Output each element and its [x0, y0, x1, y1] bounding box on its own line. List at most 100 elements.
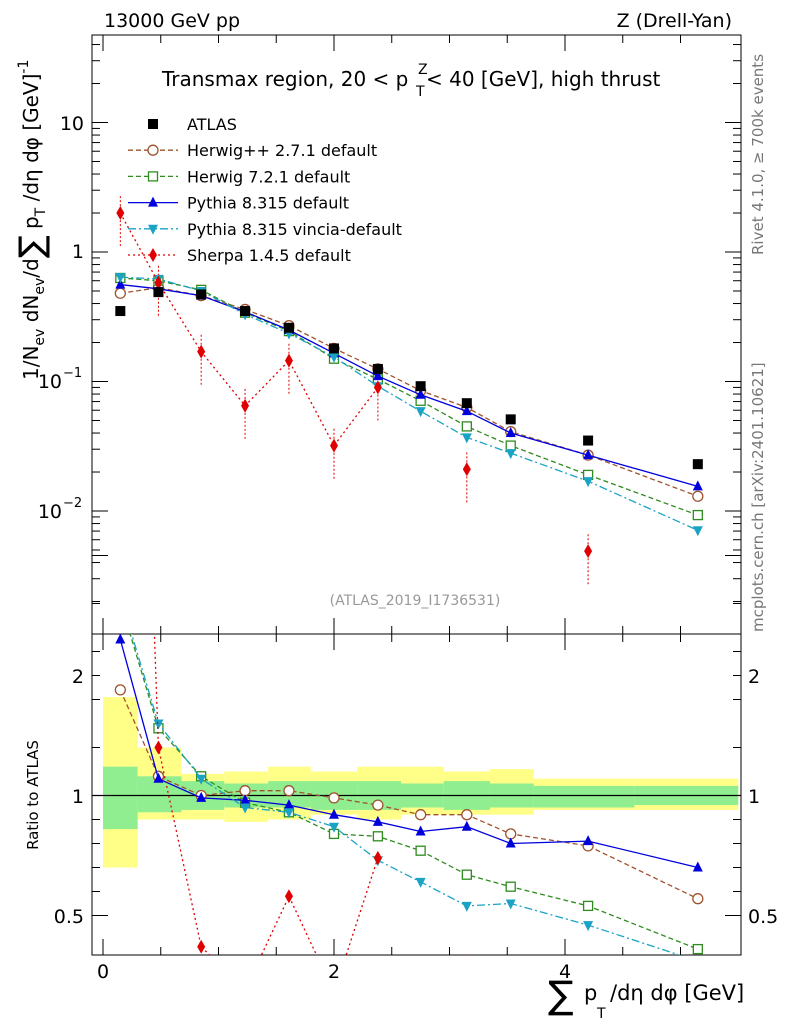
side-text-top: Rivet 4.1.0, ≥ 700k events [749, 54, 767, 255]
ratio-herwig-2-7-1-default-point [283, 785, 295, 797]
ratio-tick-2-left: 2 [72, 666, 84, 688]
main-pythia-8-315-vincia-default-point [415, 407, 426, 418]
ratio-sherpa-1-4-5-default-point [284, 889, 293, 904]
ratio-herwig-2-7-1-default-line [119, 689, 699, 900]
main-pythia-8-315-vincia-default-point [115, 273, 126, 284]
main-axis-ticks [92, 35, 741, 634]
ratio-herwig-2-7-1-default-point [328, 792, 340, 804]
y-tick-label-1e-1: 10 [38, 371, 62, 393]
legend-label-pythia-8-315-vincia-default: Pythia 8.315 vincia-default [187, 220, 402, 239]
legend-marker-herwig-7-2-1-default [147, 171, 159, 182]
ratio-pythia-8-315-vincia-default-point [283, 808, 294, 819]
main-pythia-8-315-vincia-default-point [505, 449, 516, 460]
ratio-pythia-8-315-default-point [115, 634, 126, 644]
ratio-axis-ticks [92, 555, 741, 955]
ratio-sherpa-1-4-5-default-point [373, 850, 382, 865]
ratio-sherpa-1-4-5-default-point [241, 983, 249, 997]
title-sup: Z [418, 62, 428, 78]
ratio-pythia-8-315-default-line [119, 639, 698, 869]
main-atlas-point [283, 322, 294, 333]
side-text-bottom: mcplots.cern.ch [arXiv:2401.10621] [749, 362, 767, 632]
main-atlas-point [240, 306, 251, 317]
ratio-herwig-2-7-1-default-point [414, 809, 427, 821]
main-atlas-point [372, 363, 383, 374]
ratio-herwig-7-2-1-default-line [129, 634, 699, 950]
analysis-id: (ATLAS_2019_I1736531) [330, 593, 501, 609]
ratio-sherpa-1-4-5-default-point [330, 985, 338, 999]
svg-text:p: p [584, 981, 597, 1005]
y-tick-label-1e-2: 10 [38, 501, 62, 523]
main-pythia-8-315-default-point [583, 449, 594, 460]
x-axis-label: ∑ p T /dη dφ [GeV] [548, 973, 744, 1022]
band-inner-segment [103, 766, 138, 830]
ratio-pythia-8-315-vincia-default-point [196, 774, 207, 785]
ratio-y-tick-labels: 0.5 1 2 0.5 1 2 [54, 666, 778, 928]
ratio-sherpa-1-4-5-default-point [197, 939, 206, 954]
ratio-sherpa-1-4-5-default-point [154, 740, 163, 755]
x-tick-0: 0 [97, 961, 109, 983]
main-data-series [114, 196, 704, 585]
main-herwig-2-7-1-default-point [114, 287, 126, 299]
plot-title: Transmax region, 20 < p Z T < 40 [GeV], … [161, 62, 661, 100]
main-pythia-8-315-vincia-default-point [692, 526, 703, 537]
main-herwig-7-2-1-default-point [505, 440, 516, 451]
main-atlas-point [415, 381, 426, 392]
main-atlas-point [692, 459, 703, 470]
main-sherpa-1-4-5-default-point [116, 206, 125, 221]
ratio-pythia-8-315-vincia-default-point [240, 803, 251, 814]
svg-text:T: T [596, 1006, 606, 1022]
main-herwig-7-2-1-default-point [692, 509, 703, 521]
main-pythia-8-315-default-line [120, 283, 698, 488]
x-tick-4: 4 [559, 961, 571, 983]
ratio-tick-0.5-left: 0.5 [54, 906, 84, 928]
main-sherpa-1-4-5-default-point [584, 544, 593, 559]
ratio-pythia-8-315-vincia-default-point [693, 957, 703, 967]
title-sub: T [415, 84, 425, 100]
ratio-herwig-7-2-1-default-point [461, 869, 472, 880]
main-atlas-point [153, 287, 164, 298]
main-pythia-8-315-vincia-default-line [120, 276, 699, 531]
legend-label-atlas: ATLAS [187, 115, 237, 134]
y-tick-label-10: 10 [60, 113, 84, 135]
ratio-tick-0.5-right: 0.5 [748, 906, 778, 928]
ratio-pythia-8-315-default-point [329, 808, 339, 819]
ratio-pythia-8-315-default-point [372, 815, 383, 826]
header-right: Z (Drell-Yan) [617, 10, 732, 32]
ratio-herwig-2-7-1-default-point [461, 809, 473, 821]
ratio-pythia-8-315-default-point [505, 837, 516, 848]
ratio-pythia-8-315-default-point [283, 799, 294, 810]
ratio-pythia-8-315-default-point [692, 861, 703, 872]
ratio-pythia-8-315-vincia-default-point [329, 822, 339, 833]
ratio-herwig-7-2-1-default-point [415, 845, 426, 856]
ratio-herwig-2-7-1-default-point [372, 799, 384, 811]
y-tick-exp-1e-1: −1 [63, 366, 82, 381]
main-pythia-8-315-vincia-default-point [583, 477, 594, 488]
ratio-pythia-8-315-default-point [461, 820, 472, 831]
ratio-tick-1-left: 1 [72, 786, 84, 808]
main-pythia-8-315-default-point [372, 370, 383, 381]
ratio-plot-frame [91, 633, 742, 956]
ratio-pythia-8-315-vincia-default-point [415, 877, 426, 888]
main-atlas-point [583, 435, 594, 446]
ratio-herwig-2-7-1-default-point [505, 828, 517, 840]
ratio-pythia-8-315-vincia-default-point [583, 921, 594, 932]
main-pythia-8-315-vincia-default-point [461, 433, 472, 444]
main-pythia-8-315-default-point [415, 388, 426, 399]
main-atlas-point [505, 414, 516, 425]
main-herwig-7-2-1-default-point [461, 421, 472, 432]
main-herwig-7-2-1-default-line [120, 277, 699, 516]
ratio-y-axis-label: Ratio to ATLAS [24, 740, 42, 850]
ratio-pythia-8-315-vincia-default-point [115, 592, 125, 602]
ratio-herwig-7-2-1-default-point [692, 943, 703, 955]
ratio-herwig-2-7-1-default-point [114, 684, 126, 696]
ratio-data-series [114, 592, 704, 999]
y-tick-exp-1e-2: −2 [63, 496, 82, 511]
main-sherpa-1-4-5-default-point [154, 275, 163, 290]
legend-marker-pythia-8-315-default [148, 196, 158, 207]
main-herwig-2-7-1-default-line [120, 287, 699, 497]
main-sherpa-1-4-5-default-point [241, 398, 250, 413]
ratio-pythia-8-315-vincia-default-point [505, 899, 516, 910]
main-sherpa-1-4-5-default-point [462, 462, 471, 477]
ratio-pythia-8-315-default-point [240, 794, 251, 805]
